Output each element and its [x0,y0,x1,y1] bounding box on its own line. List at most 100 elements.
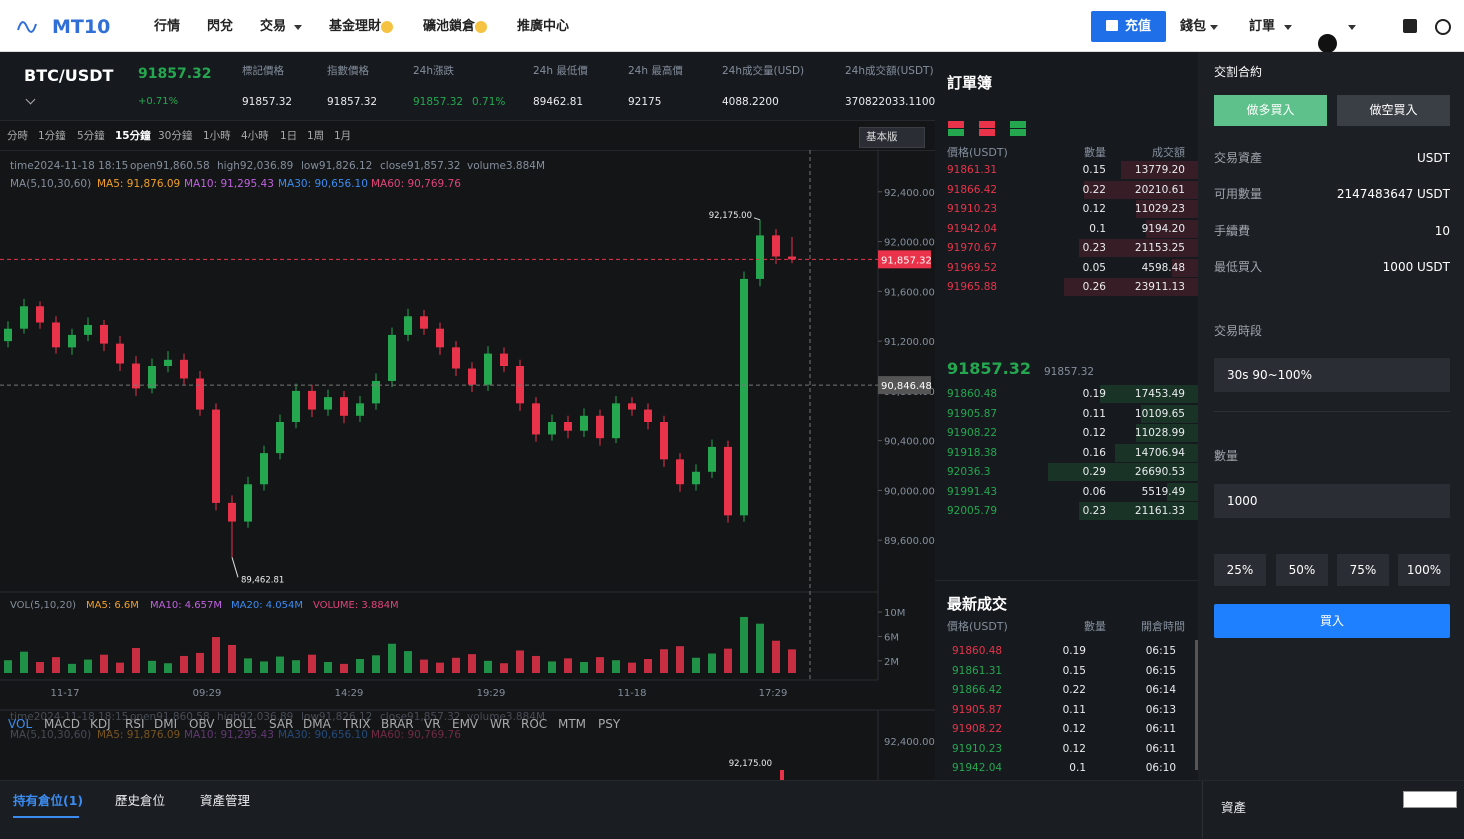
stat-label: 24h 最高價 [628,65,683,77]
nav-orders[interactable]: 訂單 [1249,19,1276,34]
short-label[interactable]: 做空買入 [1369,103,1418,117]
interval-tab[interactable]: 4小時 [241,130,269,142]
indicator-tab[interactable]: VOL [8,717,33,731]
indicator-tab[interactable]: TRIX [343,717,371,731]
indicator-tab[interactable]: MTM [558,717,587,731]
book-price[interactable]: 91910.23 [947,203,998,215]
interval-tab[interactable]: 1日 [280,130,298,142]
book-price[interactable]: 91970.67 [947,242,998,254]
interval-tab[interactable]: 1分鐘 [38,130,66,142]
book-total: 21153.25 [1134,242,1185,254]
indicator-tab[interactable]: WR [490,717,511,731]
y-tick-label: 92,000.00 [884,238,935,249]
avatar[interactable] [1318,34,1337,53]
book-price[interactable]: 91860.48 [947,388,998,400]
indicator-tab[interactable]: EMV [452,717,479,731]
recharge-button[interactable] [1091,11,1166,42]
candle-body [740,278,748,516]
interval-tab[interactable]: 15分鐘 [115,130,151,142]
indicator-tab[interactable]: BOLL [225,717,256,731]
interval-tab[interactable]: 1周 [307,130,325,142]
book-price[interactable]: 91908.22 [947,427,998,439]
field-label: 手續費 [1214,224,1251,238]
period-select[interactable] [1214,358,1450,392]
indicator-tab[interactable]: VR [424,717,441,731]
percent-label[interactable]: 25% [1226,563,1254,577]
mode-button[interactable] [859,127,925,148]
depth-mode-icon[interactable] [948,121,964,128]
submit-button[interactable] [1214,604,1450,638]
indicator-tab[interactable]: OBV [189,717,215,731]
indicator-tab[interactable]: BRAR [381,717,414,731]
percent-label[interactable]: 50% [1288,563,1316,577]
recharge-label[interactable]: 充值 [1125,19,1152,34]
nav-wallet[interactable]: 錢包 [1180,19,1207,34]
interval-tab[interactable]: 1小時 [203,130,231,142]
submit-label[interactable]: 買入 [1319,614,1344,628]
candle-body [324,397,332,410]
ma-legend: MA5: 91,876.09 [97,178,181,190]
interval-tab[interactable]: 1月 [334,130,352,142]
depth-mode-icon[interactable] [948,129,964,136]
indicator-tab[interactable]: RSI [125,717,145,731]
period-value[interactable]: 30s 90~100% [1227,368,1312,382]
globe-icon[interactable] [1435,19,1451,35]
ohlc-info: high92,036.89 [217,160,294,172]
book-price[interactable]: 91918.38 [947,446,998,459]
book-price[interactable]: 91965.88 [947,281,998,293]
percent-label[interactable]: 75% [1349,563,1377,577]
book-price[interactable]: 91861.31 [947,164,998,176]
indicator-tab[interactable]: SAR [269,717,294,731]
y-tick-label: 89,600.00 [884,536,935,547]
bottom-tab[interactable]: 持有倉位(1) [13,793,84,808]
book-price[interactable]: 92005.79 [947,505,998,517]
bottom-tab[interactable]: 歷史倉位 [115,793,166,808]
interval-tab[interactable]: 分時 [7,130,28,142]
bottom-tab[interactable]: 資產管理 [200,793,251,808]
interval-tab[interactable]: 30分鐘 [158,130,193,142]
indicator-tab[interactable]: DMI [154,717,178,731]
amount-value[interactable]: 1000 [1227,494,1258,508]
nav-item[interactable]: 行情 [154,19,181,34]
nav-item[interactable]: 閃兌 [207,19,234,34]
book-price[interactable]: 91969.52 [947,261,998,274]
indicator-tab[interactable]: DMA [303,717,331,731]
book-price[interactable]: 91942.04 [947,222,998,235]
short-button[interactable] [1337,95,1450,126]
depth-mode-icon[interactable] [979,129,995,136]
nav-item[interactable]: 基金理財 [329,19,382,34]
nav-item[interactable]: 礦池鎖倉 [423,19,476,34]
percent-button[interactable] [1276,554,1328,586]
book-price[interactable]: 92036.3 [947,466,991,478]
interval-tab[interactable]: 5分鐘 [77,130,105,142]
percent-button[interactable] [1337,554,1389,586]
trade-time: 06:13 [1145,703,1176,716]
depth-mode-icon[interactable] [1010,129,1026,136]
book-qty: 0.16 [1082,446,1106,459]
download-icon[interactable] [1403,19,1417,33]
indicator-tab[interactable]: PSY [598,717,621,731]
depth-mode-icon[interactable] [979,121,995,128]
depth-mode-icon[interactable] [1010,121,1026,128]
field-value: 2147483647 USDT [1336,187,1450,201]
book-price[interactable]: 91866.42 [947,183,998,196]
indicator-tab[interactable]: MACD [44,717,80,731]
percent-button[interactable] [1398,554,1450,586]
logo[interactable]: MT10 [52,16,111,38]
percent-button[interactable] [1214,554,1266,586]
depth-bar [1115,443,1198,462]
book-price[interactable]: 91991.43 [947,485,998,498]
symbol[interactable]: BTC/USDT [24,66,114,85]
mode-label[interactable]: 基本版 [866,131,898,143]
nav-item[interactable]: 交易 [260,19,287,34]
long-label[interactable]: 做多買入 [1246,103,1295,117]
stat-value: 370822033.1100 [845,96,936,108]
indicator-tab[interactable]: ROC [521,717,548,731]
amount-input[interactable] [1214,484,1450,518]
book-price[interactable]: 91905.87 [947,407,998,420]
long-button[interactable] [1214,95,1327,126]
percent-label[interactable]: 100% [1406,563,1442,577]
indicator-tab[interactable]: KDJ [90,717,111,731]
nav-item[interactable]: 推廣中心 [517,19,570,34]
trades-header: 數量 [1084,620,1106,633]
